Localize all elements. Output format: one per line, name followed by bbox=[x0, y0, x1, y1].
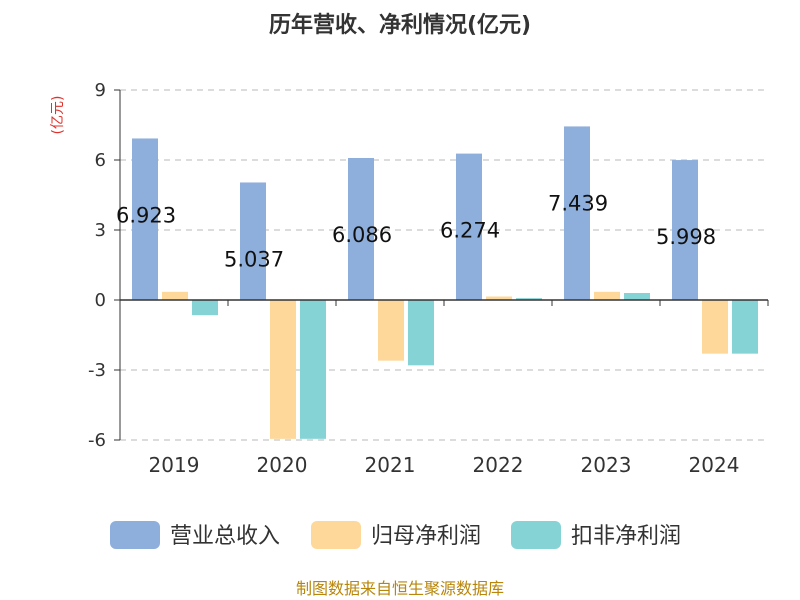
y-tick-label: -6 bbox=[88, 430, 106, 451]
bar-2019-series1 bbox=[132, 138, 158, 300]
legend: 营业总收入 归母净利润 扣非净利润 bbox=[110, 521, 681, 549]
bars bbox=[132, 126, 758, 439]
legend-swatch bbox=[511, 521, 561, 549]
x-tick-label: 2023 bbox=[581, 453, 632, 477]
y-tick-label: -3 bbox=[88, 360, 106, 381]
data-label: 7.439 bbox=[548, 191, 608, 215]
legend-label: 归母净利润 bbox=[371, 524, 481, 549]
data-label: 5.037 bbox=[224, 247, 284, 271]
y-tick-label: 3 bbox=[95, 220, 106, 241]
bar-2022-series1 bbox=[456, 153, 482, 300]
bar-2024-series3 bbox=[732, 300, 758, 354]
bar-2019-series3 bbox=[192, 300, 218, 316]
x-tick-label: 2020 bbox=[257, 453, 308, 477]
data-label: 5.998 bbox=[656, 225, 716, 249]
data-label: 6.274 bbox=[440, 219, 500, 243]
source-note: 制图数据来自恒生聚源数据库 bbox=[296, 579, 504, 598]
bar-2023-series1 bbox=[564, 126, 590, 300]
data-label: 6.086 bbox=[332, 223, 392, 247]
y-tick-label: 9 bbox=[95, 80, 106, 101]
bar-2021-series1 bbox=[348, 157, 374, 300]
x-tick-label: 2024 bbox=[689, 453, 740, 477]
bar-2020-series2 bbox=[270, 300, 296, 439]
bar-2022-series3 bbox=[516, 298, 542, 300]
bar-2020-series3 bbox=[300, 300, 326, 439]
x-tick-label: 2022 bbox=[473, 453, 524, 477]
x-tick-label: 2019 bbox=[149, 453, 200, 477]
data-label: 6.923 bbox=[116, 203, 176, 227]
chart-title: 历年营收、净利情况(亿元) bbox=[269, 12, 531, 38]
y-tick-label: 0 bbox=[95, 290, 106, 311]
bar-2024-series1 bbox=[672, 160, 698, 300]
bar-2019-series2 bbox=[162, 291, 188, 300]
bar-2021-series3 bbox=[408, 300, 434, 366]
axes: 9 6 3 0 -3 -6 2019 2020 2021 2022 2023 2024 bbox=[88, 80, 769, 477]
data-labels: 6.923 5.037 6.086 6.274 7.439 5.998 bbox=[116, 191, 716, 271]
bar-2023-series2 bbox=[594, 291, 620, 300]
y-tick-label: 6 bbox=[95, 150, 106, 171]
bar-2021-series2 bbox=[378, 300, 404, 361]
legend-swatch bbox=[311, 521, 361, 549]
y-axis-unit: (亿元) bbox=[50, 96, 66, 135]
legend-label: 营业总收入 bbox=[170, 524, 280, 549]
bar-2023-series3 bbox=[624, 293, 650, 300]
x-tick-label: 2021 bbox=[365, 453, 416, 477]
legend-label: 扣非净利润 bbox=[571, 524, 681, 549]
grid bbox=[120, 89, 768, 441]
bar-2022-series2 bbox=[486, 296, 512, 300]
bar-2020-series1 bbox=[240, 182, 266, 300]
legend-swatch bbox=[110, 521, 160, 549]
bar-2024-series2 bbox=[702, 300, 728, 354]
